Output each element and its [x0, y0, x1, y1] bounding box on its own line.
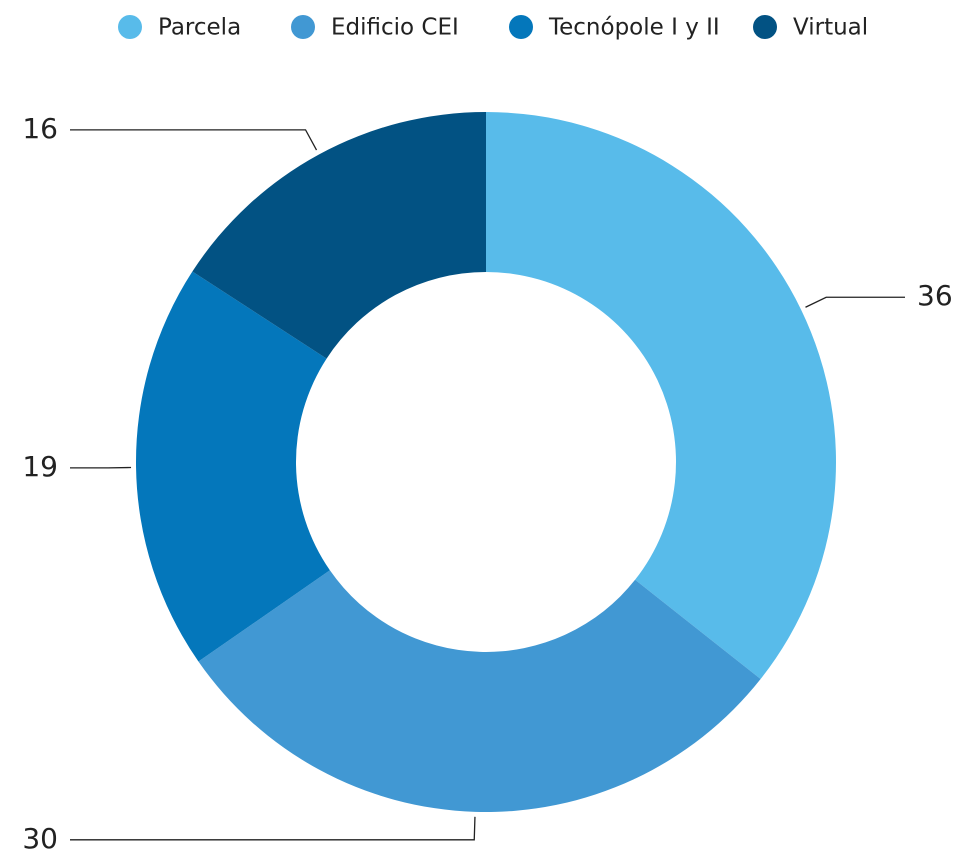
legend-label: Tecnópole I y II — [548, 15, 720, 41]
leader-line — [70, 129, 318, 151]
value-label: 19 — [22, 450, 58, 483]
leader-line — [805, 296, 905, 308]
legend-swatch — [509, 15, 533, 39]
donut-slice — [198, 570, 761, 812]
legend-swatch — [753, 15, 777, 39]
legend-swatch — [118, 15, 142, 39]
value-label: 36 — [917, 279, 953, 312]
value-label: 16 — [22, 112, 58, 145]
legend-label: Edificio CEI — [331, 15, 459, 41]
donut-slice — [136, 271, 330, 662]
donut-slice — [192, 112, 486, 359]
legend-label: Virtual — [793, 15, 868, 41]
leader-line — [70, 816, 476, 841]
legend-swatch — [291, 15, 315, 39]
value-label: 30 — [22, 822, 58, 855]
legend-label: Parcela — [158, 15, 241, 41]
donut-slice — [486, 112, 837, 680]
